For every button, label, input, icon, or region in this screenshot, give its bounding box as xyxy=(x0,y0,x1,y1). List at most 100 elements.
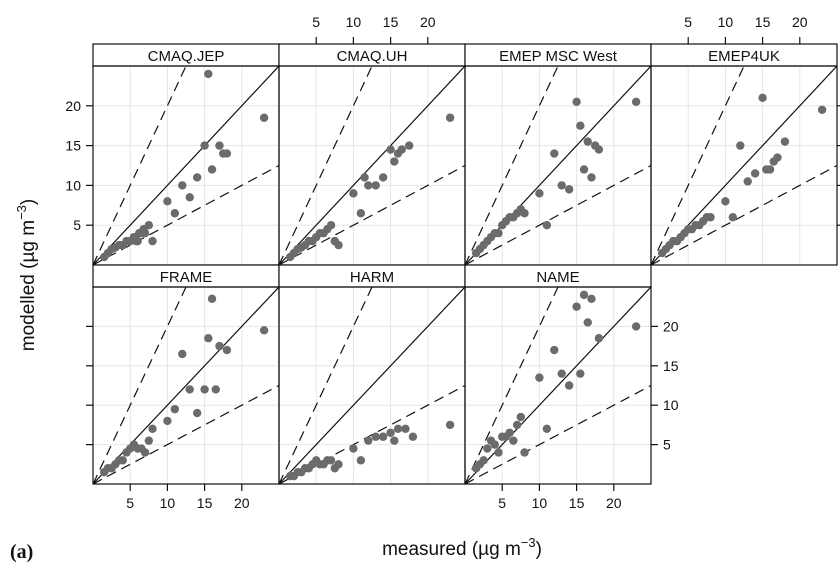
two-to-one-line xyxy=(93,66,187,265)
data-point xyxy=(743,177,752,186)
data-point xyxy=(535,373,544,382)
one-to-two-line xyxy=(465,384,651,484)
one-to-two-line xyxy=(93,164,279,265)
strip-label: FRAME xyxy=(160,269,213,286)
data-point xyxy=(334,460,343,469)
strip-label: EMEP MSC West xyxy=(499,48,618,65)
data-point xyxy=(390,436,399,445)
x-tick-label-top: 20 xyxy=(792,14,808,30)
data-point xyxy=(148,424,157,434)
y-tick-label-left: 5 xyxy=(73,217,81,233)
data-point xyxy=(222,345,232,355)
data-point xyxy=(364,181,373,190)
panel-border xyxy=(650,65,838,266)
data-point xyxy=(326,221,336,230)
data-point xyxy=(133,236,142,246)
data-point xyxy=(516,412,525,422)
x-tick-label-bottom: 15 xyxy=(569,495,585,511)
data-point xyxy=(356,456,366,465)
y-axis-title-superscript: −3 xyxy=(14,205,29,220)
data-point xyxy=(542,424,552,434)
one-to-two-line xyxy=(651,164,837,265)
x-axis-title-superscript: −3 xyxy=(521,535,536,550)
data-point xyxy=(163,197,172,206)
data-point xyxy=(587,173,596,182)
data-point xyxy=(144,436,153,445)
data-point xyxy=(326,456,336,465)
x-tick-label-bottom: 5 xyxy=(498,495,506,511)
data-point xyxy=(583,318,592,327)
data-point xyxy=(204,69,213,79)
x-tick-label-top: 10 xyxy=(346,14,362,30)
x-tick-label-top: 5 xyxy=(684,14,692,30)
x-tick-label-top: 15 xyxy=(383,14,399,30)
data-point xyxy=(371,432,380,441)
one-to-one-line xyxy=(279,66,465,265)
data-point xyxy=(445,420,455,430)
y-tick-label-right: 10 xyxy=(663,397,679,413)
one-to-one-line xyxy=(93,66,279,265)
data-point xyxy=(494,228,503,238)
data-point xyxy=(520,209,529,218)
data-point xyxy=(144,221,153,230)
data-point xyxy=(728,213,738,222)
data-point xyxy=(773,153,782,162)
data-point xyxy=(192,408,202,418)
data-point xyxy=(494,448,503,457)
data-point xyxy=(222,149,232,158)
data-point xyxy=(215,341,224,351)
reference-lines xyxy=(465,287,651,484)
data-point xyxy=(572,97,581,107)
x-tick-label-top: 15 xyxy=(755,14,771,30)
x-axis-title: measured (µg m−3) xyxy=(382,535,542,560)
panel-cmaq-jep: CMAQ.JEP 5 10 15 20 xyxy=(65,43,280,266)
data-point xyxy=(356,209,366,218)
two-to-one-line xyxy=(279,287,373,484)
data-point xyxy=(564,185,574,194)
data-point xyxy=(594,334,604,343)
data-points xyxy=(285,113,455,262)
data-point xyxy=(178,349,187,359)
panel-frame: FRAME 5 10 15 20 xyxy=(86,264,280,511)
data-point xyxy=(259,326,269,335)
data-point xyxy=(200,385,209,394)
data-point xyxy=(140,228,150,238)
data-point xyxy=(505,428,514,437)
data-point xyxy=(576,369,585,378)
y-tick-label-right: 15 xyxy=(663,358,679,374)
x-tick-label-bottom: 5 xyxy=(126,495,134,511)
data-point xyxy=(378,432,388,441)
data-points xyxy=(99,69,269,262)
data-point xyxy=(408,432,418,441)
y-tick-label-left: 10 xyxy=(65,177,81,193)
data-points xyxy=(285,420,455,481)
data-point xyxy=(386,428,395,437)
data-point xyxy=(736,141,745,150)
data-point xyxy=(550,345,559,355)
one-to-one-line xyxy=(465,287,651,484)
data-point xyxy=(140,448,150,457)
two-to-one-line xyxy=(651,66,745,265)
data-point xyxy=(564,381,574,390)
panel-label: (a) xyxy=(10,541,33,563)
data-point xyxy=(386,145,395,154)
data-point xyxy=(334,240,343,250)
data-point xyxy=(371,181,380,190)
data-point xyxy=(185,385,194,394)
data-point xyxy=(706,213,715,222)
data-point xyxy=(148,236,157,246)
panel-emep-msc-west: EMEP MSC West xyxy=(464,43,652,266)
panel-border xyxy=(464,286,652,485)
data-point xyxy=(360,173,369,182)
data-point xyxy=(185,193,194,202)
data-point xyxy=(817,105,827,114)
data-point xyxy=(204,334,213,343)
one-to-two-line xyxy=(465,164,651,265)
data-point xyxy=(587,294,596,304)
data-point xyxy=(512,420,522,430)
data-point xyxy=(557,181,566,190)
strip-label: CMAQ.JEP xyxy=(148,48,225,65)
one-to-one-line xyxy=(93,287,279,484)
data-point xyxy=(631,97,641,107)
data-points xyxy=(471,290,641,473)
